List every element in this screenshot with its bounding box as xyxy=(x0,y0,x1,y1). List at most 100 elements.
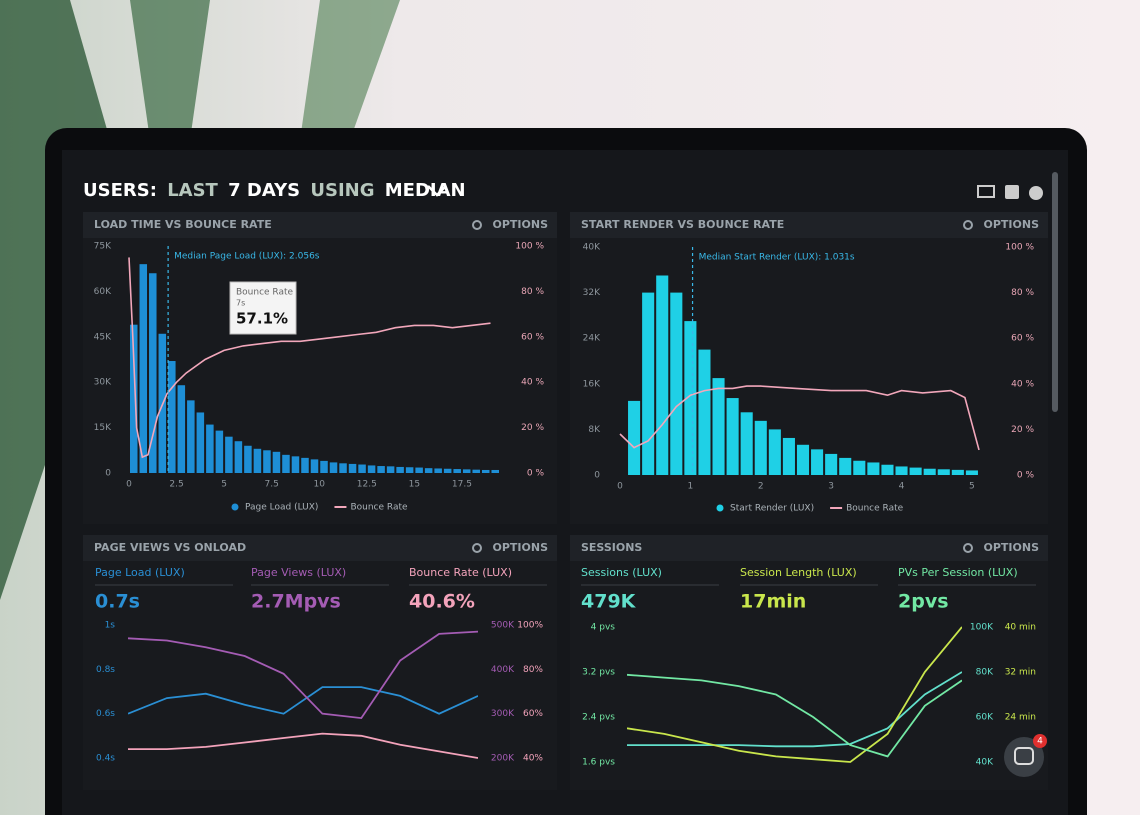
dropdown-chevron[interactable] xyxy=(427,185,447,197)
legend-swatch xyxy=(231,503,239,511)
panel-header xyxy=(83,535,557,561)
histogram-bar xyxy=(367,465,376,473)
legend-swatch xyxy=(716,504,724,512)
histogram-bar xyxy=(825,453,838,475)
options-icon[interactable] xyxy=(472,220,482,230)
y3-tick-label: 40% xyxy=(523,754,543,764)
legend-label: Bounce Rate xyxy=(846,504,904,514)
x-tick-label: 17.5 xyxy=(452,480,472,490)
x-tick-label: 2 xyxy=(758,482,764,492)
bounce-line xyxy=(619,385,980,451)
bounce-line xyxy=(128,257,491,459)
chart-panel: PAGE VIEWS VS ONLOAD OPTIONS 0.4s 0.6s 0.8s 1… xyxy=(83,535,557,790)
y2-tick-label: 60K xyxy=(976,713,994,723)
histogram-bar xyxy=(965,470,978,475)
y2-tick-label: 100K xyxy=(970,623,994,633)
x-tick-label: 15 xyxy=(409,480,420,490)
y-tick-label: 3.2 pvs xyxy=(582,668,615,678)
header-part: USING xyxy=(310,180,374,201)
options-button[interactable]: OPTIONS xyxy=(493,218,549,231)
y3-tick-label: 40 min xyxy=(1005,623,1036,633)
x-tick-label: 4 xyxy=(899,482,905,492)
histogram-bar xyxy=(282,454,290,473)
legend-label: Page Load (LUX) xyxy=(245,503,318,513)
help-icon[interactable] xyxy=(1029,186,1043,200)
histogram-bar xyxy=(472,469,480,473)
stat-value: 2pvs xyxy=(898,591,949,613)
header-part: LAST xyxy=(167,180,218,201)
histogram-bar xyxy=(726,398,739,475)
histogram-bar xyxy=(923,468,936,475)
options-button[interactable]: OPTIONS xyxy=(493,541,549,554)
histogram-bar xyxy=(811,449,824,475)
legend-label: Start Render (LUX) xyxy=(730,504,814,514)
histogram-bar xyxy=(491,469,499,473)
options-icon[interactable] xyxy=(472,543,482,553)
histogram-bar xyxy=(424,468,433,473)
y2-tick-label: 60 % xyxy=(1011,334,1034,344)
x-tick-label: 10 xyxy=(314,480,326,490)
y-tick-label: 15K xyxy=(94,423,112,433)
y-tick-label: 8K xyxy=(588,425,601,435)
histogram-bar xyxy=(698,349,711,475)
chat-button[interactable] xyxy=(1004,737,1044,777)
histogram-bar xyxy=(291,456,300,473)
tooltip-subtitle: 7s xyxy=(236,299,245,308)
histogram-bar xyxy=(867,462,880,475)
histogram-bar xyxy=(196,412,205,473)
histogram-bar xyxy=(263,450,271,473)
y2-tick-label: 300K xyxy=(491,709,515,719)
options-button[interactable]: OPTIONS xyxy=(984,541,1040,554)
x-tick-label: 12.5 xyxy=(357,480,377,490)
panel-header xyxy=(570,535,1048,561)
chat-badge xyxy=(1033,734,1047,748)
y2-tick-label: 20 % xyxy=(1011,425,1034,435)
histogram-bar xyxy=(377,466,385,473)
x-tick-label: 1 xyxy=(688,482,694,492)
series-line xyxy=(128,630,478,720)
histogram-bar xyxy=(320,460,328,473)
y3-tick-label: 60% xyxy=(523,709,543,719)
y-tick-label: 1s xyxy=(105,621,116,631)
options-icon[interactable] xyxy=(963,543,973,553)
header-title: USERS: LAST 7 DAYS USING MEDIAN xyxy=(83,180,466,201)
desktop-icon[interactable] xyxy=(977,185,995,198)
histogram-bar xyxy=(396,466,404,473)
stat-value: 17min xyxy=(740,591,806,613)
panel-header xyxy=(570,212,1048,238)
histogram-bar xyxy=(177,385,186,473)
median-label: Median Page Load (LUX): 2.056s xyxy=(174,252,320,262)
options-button[interactable]: OPTIONS xyxy=(984,218,1040,231)
share-icon[interactable] xyxy=(1005,185,1019,199)
y2-tick-label: 400K xyxy=(491,665,515,675)
histogram-bar xyxy=(839,457,852,475)
histogram-bar xyxy=(272,451,281,473)
stat-label: Bounce Rate (LUX) xyxy=(409,566,512,579)
histogram-bar xyxy=(206,424,214,473)
histogram-bar xyxy=(443,468,452,473)
histogram-bar xyxy=(329,462,338,473)
histogram-bar xyxy=(310,459,319,473)
histogram-bar xyxy=(301,457,309,473)
histogram-bar xyxy=(386,466,395,473)
histogram-bar xyxy=(909,467,922,475)
histogram-bar xyxy=(754,420,767,475)
y2-tick-label: 0 % xyxy=(527,469,545,479)
y-tick-label: 0 xyxy=(594,471,600,481)
plant-leaf xyxy=(130,0,210,140)
histogram-bar xyxy=(462,469,471,473)
options-icon[interactable] xyxy=(963,220,973,230)
histogram-bar xyxy=(434,468,442,473)
chart-panel: LOAD TIME VS BOUNCE RATE OPTIONS 0 15K 30K 45… xyxy=(83,212,557,524)
y3-tick-label: 100% xyxy=(517,621,543,631)
y3-tick-label: 32 min xyxy=(1005,668,1036,678)
y-tick-label: 24K xyxy=(583,334,601,344)
y-tick-label: 40K xyxy=(583,243,601,253)
tooltip xyxy=(229,281,297,335)
y-tick-label: 0 xyxy=(105,469,111,479)
y2-tick-label: 500K xyxy=(491,621,515,631)
scrollbar xyxy=(1052,172,1058,412)
panel-title: SESSIONS xyxy=(581,541,642,554)
panel-title: START RENDER VS BOUNCE RATE xyxy=(581,218,784,231)
stat-label: Page Views (LUX) xyxy=(251,566,346,579)
